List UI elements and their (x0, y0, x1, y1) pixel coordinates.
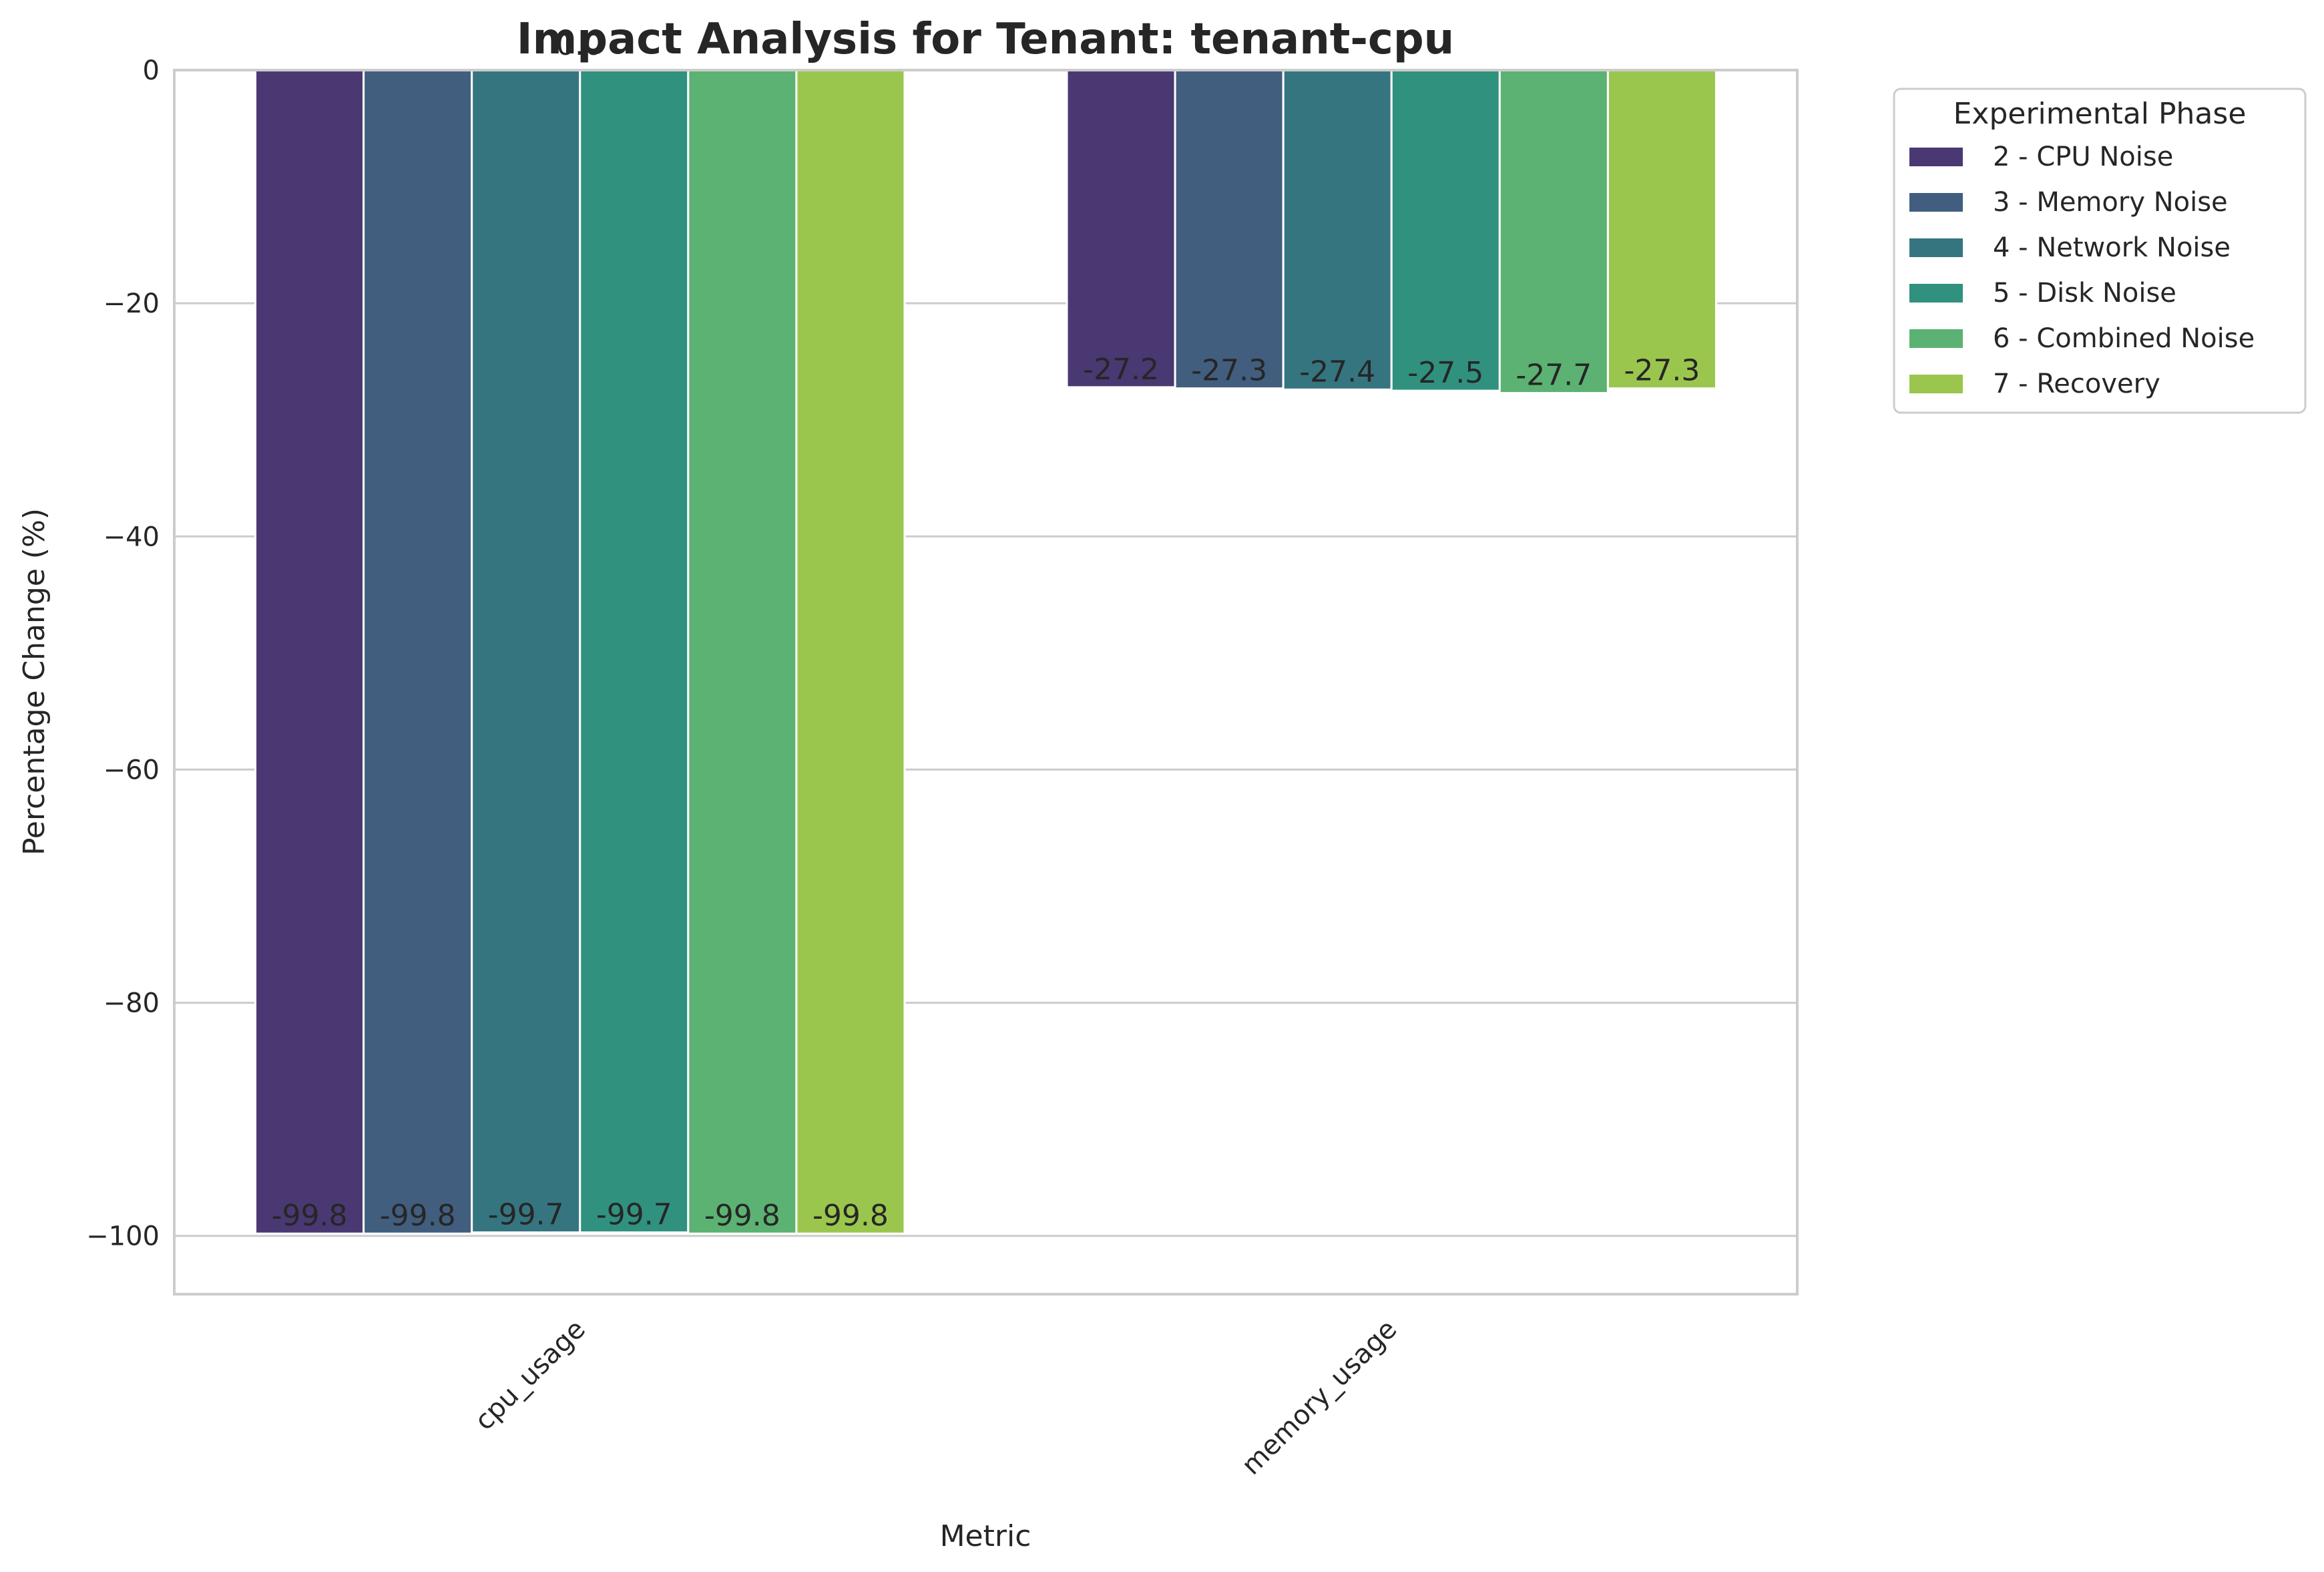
bar-value-label: -27.3 (1624, 354, 1700, 388)
y-tick-label: −60 (103, 755, 160, 785)
bar (363, 69, 473, 1235)
bar (1498, 69, 1609, 395)
bar (795, 69, 906, 1235)
bar (1066, 69, 1176, 389)
legend-label: 5 - Disk Noise (1993, 278, 2176, 309)
bar (254, 69, 365, 1235)
bar-value-label: -27.3 (1191, 354, 1267, 388)
bar-value-label: -99.8 (380, 1199, 456, 1233)
bar (1282, 69, 1393, 391)
legend-swatch (1909, 284, 1963, 303)
extra-data-label: 0.0 (556, 28, 603, 62)
legend-label: 6 - Combined Noise (1993, 323, 2255, 354)
bar-value-label: -99.8 (704, 1199, 780, 1233)
bars (254, 69, 1717, 1235)
chart-title: Impact Analysis for Tenant: tenant-cpu (517, 15, 1454, 64)
bar-value-label: -99.8 (812, 1199, 889, 1233)
bar (1174, 69, 1285, 390)
x-axis-label: Metric (940, 1519, 1031, 1553)
legend-swatch (1909, 329, 1963, 348)
bar-value-label: -99.7 (596, 1197, 672, 1231)
y-tick-label: 0 (143, 55, 160, 86)
bar (579, 69, 690, 1233)
y-axis-label: Percentage Change (%) (17, 508, 51, 855)
bar-value-label: -27.5 (1407, 356, 1483, 390)
legend-swatch (1909, 193, 1963, 212)
legend-swatch (1909, 148, 1963, 166)
bar-value-label: -99.8 (272, 1199, 348, 1233)
y-tick-label: −80 (103, 988, 160, 1019)
legend-frame (1893, 87, 2307, 414)
legend-swatch (1909, 375, 1963, 393)
bar-value-label: -27.4 (1299, 355, 1375, 389)
y-tick-label: −40 (103, 522, 160, 552)
bar (1606, 69, 1717, 390)
legend-label: 4 - Network Noise (1993, 232, 2231, 263)
legend-swatch (1909, 238, 1963, 257)
bar-value-label: -27.2 (1083, 353, 1159, 387)
legend-label: 2 - CPU Noise (1993, 142, 2173, 172)
bar (1390, 69, 1501, 392)
y-tick-label: −100 (86, 1221, 160, 1252)
legend-items: 2 - CPU Noise 3 - Memory Noise 4 - Network… (1909, 142, 2255, 399)
data-labels: -99.8 -99.8 -99.7 -99.7 -99.8 -99.8 -27.2 -27.3… (272, 353, 1700, 1233)
legend: Experimental Phase 2 - CPU Noise 3 - Memo… (1893, 87, 2307, 414)
bar (471, 69, 582, 1233)
legend-title: Experimental Phase (1953, 97, 2247, 131)
legend-label: 3 - Memory Noise (1993, 187, 2228, 218)
bar (687, 69, 798, 1235)
bar-value-label: -99.7 (488, 1197, 564, 1231)
bar-value-label: -27.7 (1516, 359, 1592, 393)
y-tick-label: −20 (103, 288, 160, 319)
y-tick-labels: 0 −20 −40 −60 −80 −100 (86, 55, 160, 1252)
legend-label: 7 - Recovery (1993, 369, 2160, 399)
plot-frame (173, 69, 1799, 1296)
